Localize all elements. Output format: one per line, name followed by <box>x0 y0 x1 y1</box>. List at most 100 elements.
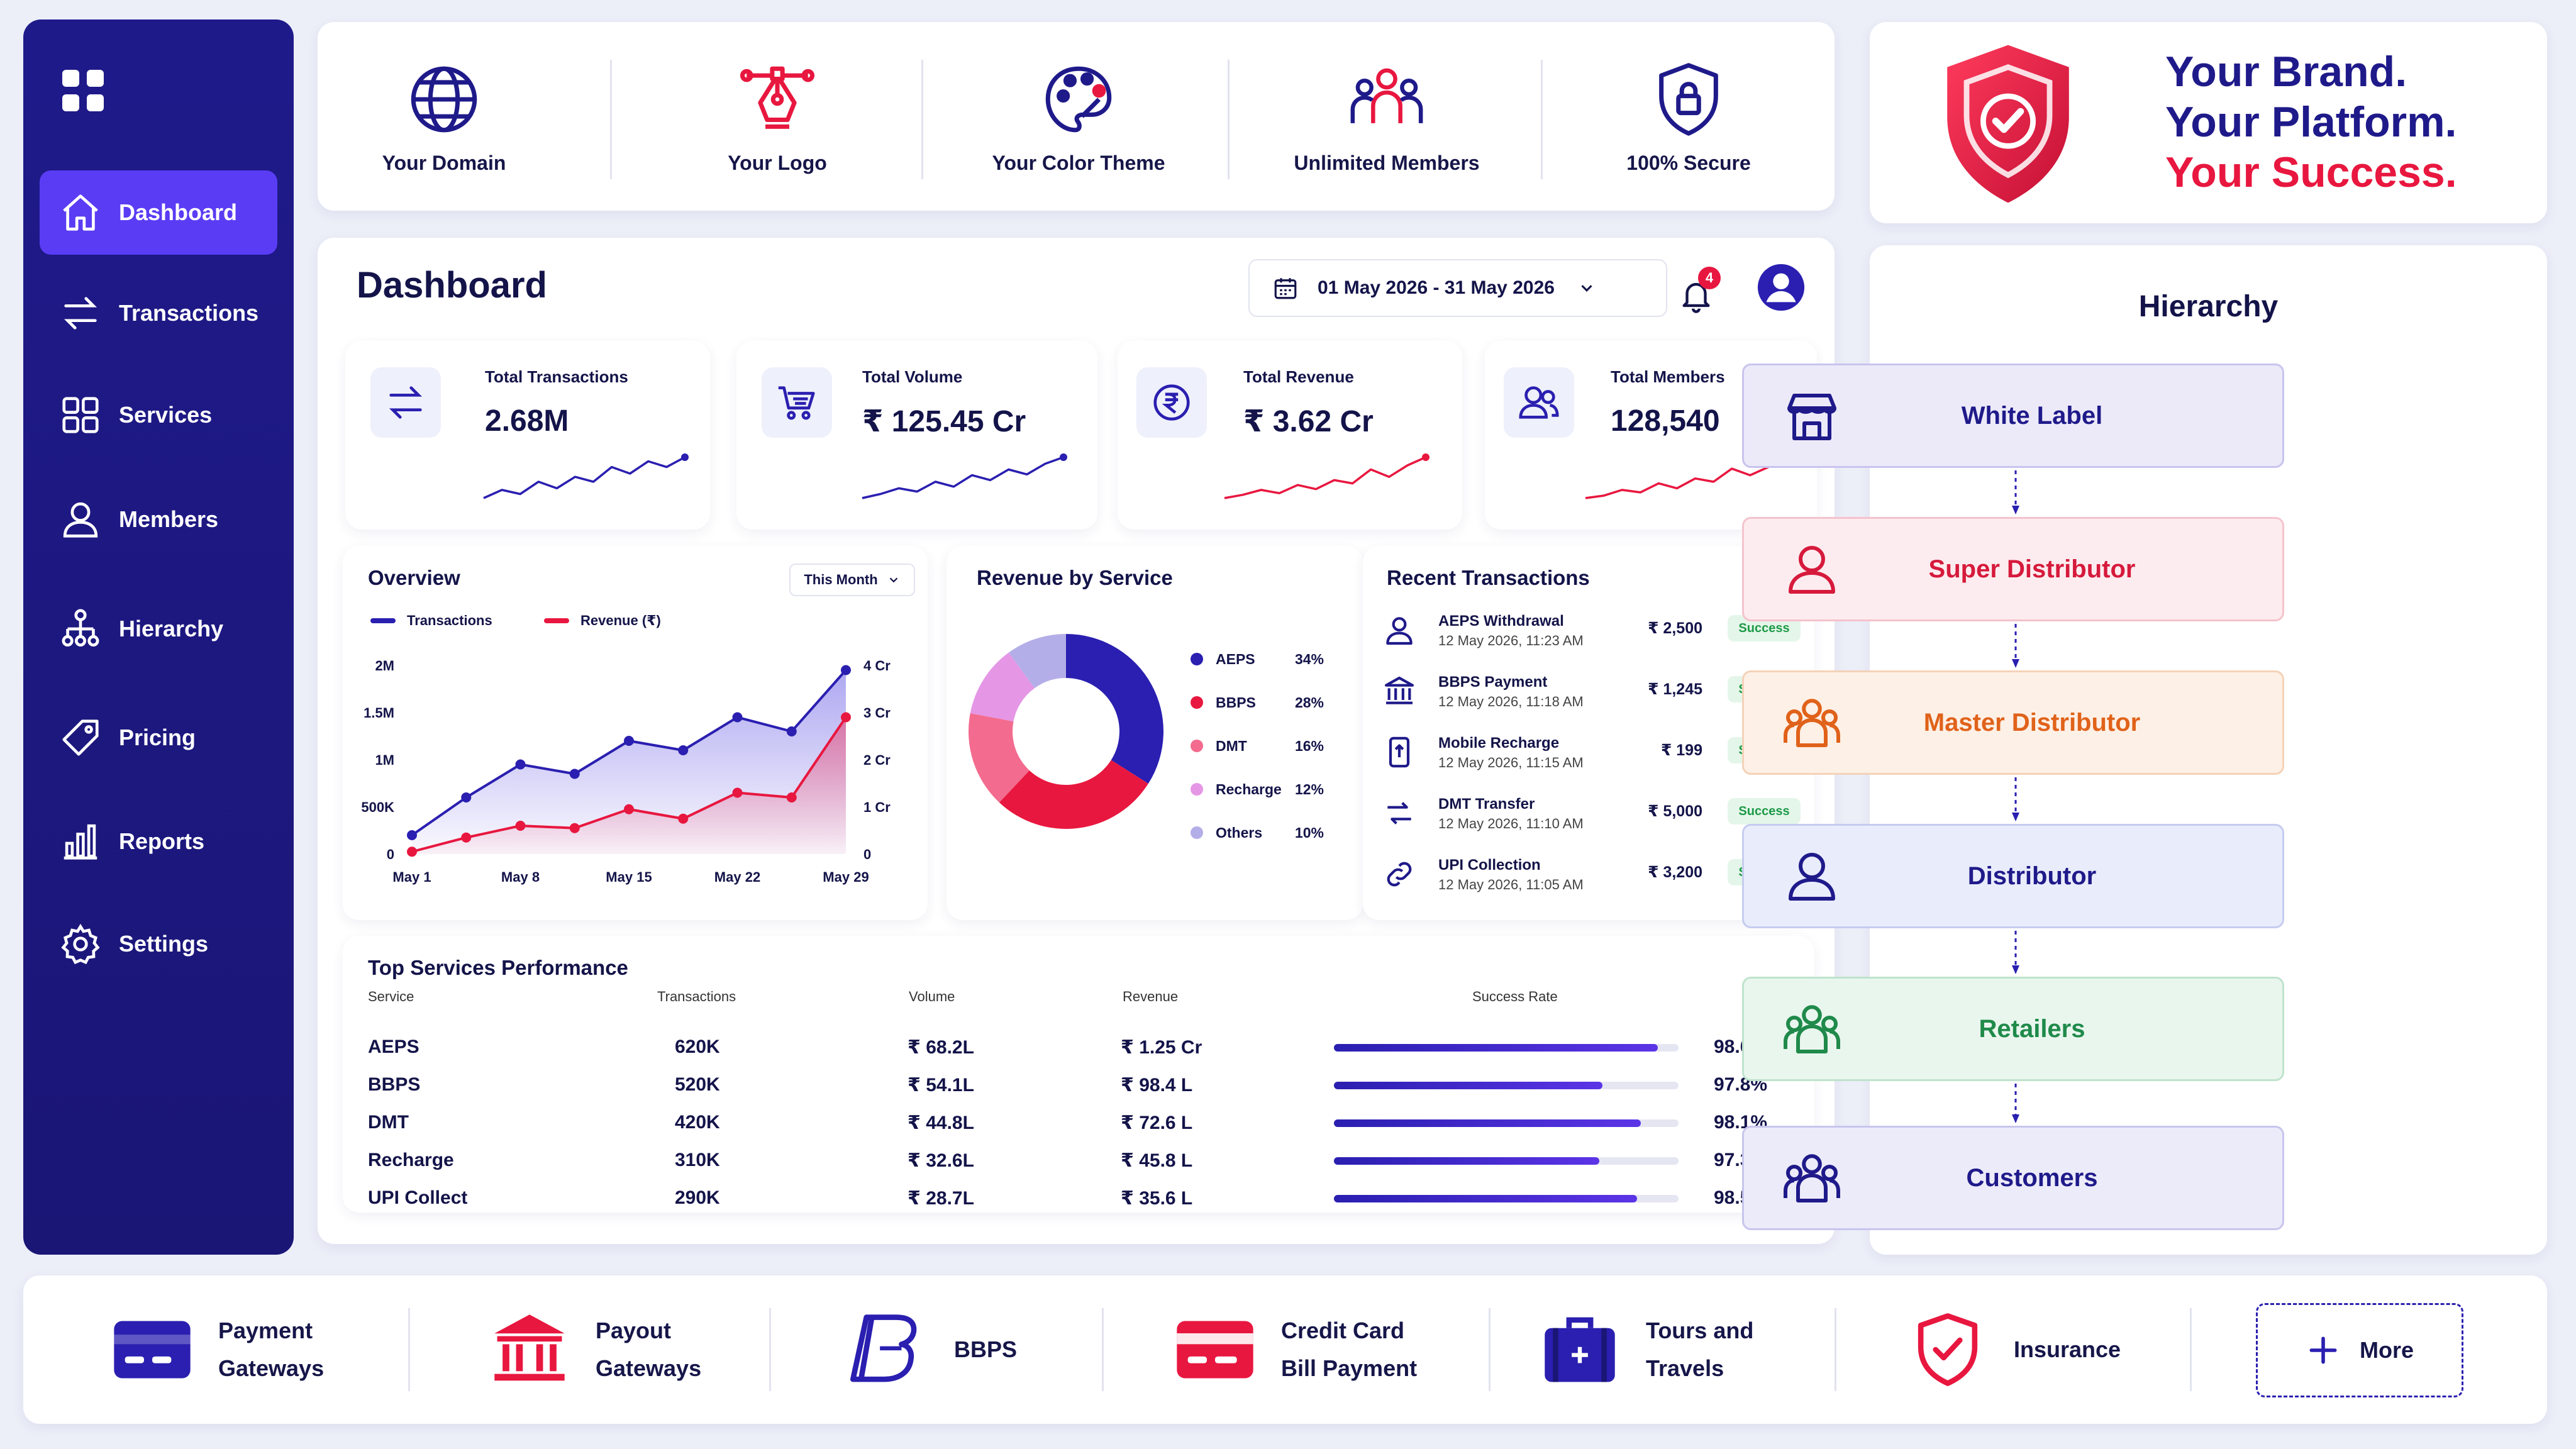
data-point[interactable] <box>515 759 526 770</box>
sparkline <box>1224 453 1430 499</box>
sidebar-item-members[interactable]: Members <box>40 477 277 562</box>
avatar[interactable] <box>1757 263 1806 312</box>
transfer-icon <box>1387 802 1411 824</box>
kpi-icon-box <box>1136 367 1207 438</box>
hierarchy-level-distributor[interactable]: Distributor <box>1742 824 2284 928</box>
kpi-label: Total Transactions <box>485 367 628 386</box>
table-row[interactable]: Recharge 310K ₹ 32.6L ₹ 45.8 L 97.3% <box>343 1143 1789 1181</box>
legend-transactions: Transactions <box>370 613 492 629</box>
data-point[interactable] <box>678 813 689 824</box>
data-point[interactable] <box>841 712 851 723</box>
sidebar-item-services[interactable]: Services <box>40 373 277 457</box>
sidebar-item-pricing[interactable]: Pricing <box>40 696 277 780</box>
data-point[interactable] <box>569 769 580 779</box>
data-point[interactable] <box>569 823 580 833</box>
data-point[interactable] <box>732 712 743 723</box>
more-services-button[interactable]: More <box>2256 1303 2463 1397</box>
service-tours-and-travels[interactable]: Tours and Travels <box>1539 1275 1753 1424</box>
sidebar-item-settings[interactable]: Settings <box>40 902 277 986</box>
service-bbps[interactable]: BBPS <box>847 1275 1017 1424</box>
hierarchy-level-retailers[interactable]: Retailers <box>1742 977 2284 1081</box>
service-label: Payout Gateways <box>596 1318 702 1381</box>
data-point[interactable] <box>732 787 743 798</box>
data-point[interactable] <box>515 821 526 831</box>
service-payment-gateways[interactable]: Payment Gateways <box>111 1275 324 1424</box>
transaction-amount: ₹ 5,000 <box>1648 802 1702 820</box>
legend-label: Recharge <box>1216 781 1282 797</box>
transaction-name: BBPS Payment <box>1438 674 1548 691</box>
hierarchy-level-customers[interactable]: Customers <box>1742 1126 2284 1230</box>
feature-bar: Your Domain Your Logo Your Color Theme U… <box>318 22 1835 211</box>
success-rate-bar <box>1334 1119 1679 1127</box>
shield-check-icon <box>1918 1313 1978 1386</box>
sparkline-path <box>1585 456 1787 499</box>
donut-slice-recharge[interactable] <box>970 652 1035 722</box>
sidebar-item-label: Transactions <box>119 300 259 326</box>
sidebar-item-transactions[interactable]: Transactions <box>40 271 277 355</box>
hierarchy-level-master-distributor[interactable]: Master Distributor <box>1742 670 2284 775</box>
data-point[interactable] <box>624 804 634 814</box>
y-tick-left: 1.5M <box>364 705 394 721</box>
kpi-label: Total Revenue <box>1243 367 1354 386</box>
sidebar-item-dashboard[interactable]: Dashboard <box>40 170 277 255</box>
divider <box>2190 1308 2192 1391</box>
date-range-picker[interactable]: 01 May 2026 - 31 May 2026 <box>1248 259 1667 317</box>
legend-swatch <box>1191 653 1203 665</box>
hierarchy-level-label: Retailers <box>1979 1014 2085 1043</box>
kpi-total-volume[interactable]: Total Volume ₹ 125.45 Cr <box>736 341 1097 530</box>
data-point[interactable] <box>786 792 797 802</box>
success-rate-bar-fill <box>1334 1044 1658 1052</box>
divider <box>1835 1308 1836 1391</box>
cart-icon <box>778 386 815 420</box>
storefront-icon <box>1787 394 1836 440</box>
revenue-by-service-card: Revenue by Service AEPS 34% BBPS 28% DMT 16% R… <box>947 546 1363 920</box>
table-row[interactable]: BBPS 520K ₹ 54.1L ₹ 98.4 L 97.8% <box>343 1068 1789 1106</box>
sidebar-item-reports[interactable]: Reports <box>40 799 277 884</box>
data-point[interactable] <box>786 726 797 736</box>
sidebar-item-hierarchy[interactable]: Hierarchy <box>40 587 277 671</box>
overview-title: Overview <box>368 566 460 589</box>
cell-volume: ₹ 28.7L <box>908 1188 974 1209</box>
hierarchy-level-super-distributor[interactable]: Super Distributor <box>1742 517 2284 621</box>
notification-button[interactable]: 4 <box>1673 267 1721 317</box>
transaction-row[interactable]: AEPS Withdrawal 12 May 2026, 11:23 AM ₹ 2,… <box>1382 601 1822 662</box>
tag-icon <box>62 719 99 756</box>
data-point[interactable] <box>407 847 417 857</box>
donut-slice-aeps[interactable] <box>1066 634 1163 784</box>
top-services-card: Top Services Performance Service Transac… <box>343 936 1814 1213</box>
donut-slice-others[interactable] <box>1008 634 1066 689</box>
transaction-row[interactable]: DMT Transfer 12 May 2026, 11:10 AM ₹ 5,000… <box>1382 784 1822 845</box>
x-tick: May 8 <box>501 869 540 885</box>
kpi-row: Total Transactions 2.68M Total Volume ₹ … <box>343 341 1817 530</box>
services-bottom-bar: Payment Gateways Payout Gateways BBPS Cred… <box>23 1275 2547 1424</box>
data-point[interactable] <box>407 830 417 840</box>
kpi-total-revenue[interactable]: Total Revenue ₹ 3.62 Cr <box>1118 341 1462 530</box>
data-point[interactable] <box>624 736 634 746</box>
overview-filter-dropdown[interactable]: This Month <box>789 564 915 596</box>
hierarchy-level-white-label[interactable]: White Label <box>1742 364 2284 468</box>
col-header-revenue: Revenue <box>1123 989 1179 1004</box>
donut-slice-dmt[interactable] <box>969 713 1030 802</box>
data-point[interactable] <box>461 792 472 802</box>
kpi-icon-box <box>1504 367 1574 438</box>
data-point[interactable] <box>841 665 851 675</box>
app-grid-icon[interactable] <box>62 70 104 111</box>
legend-value: 10% <box>1295 824 1324 841</box>
table-row[interactable]: UPI Collect 290K ₹ 28.7L ₹ 35.6 L 98.5% <box>343 1181 1789 1219</box>
sparkline-end-dot <box>681 453 689 461</box>
donut-slice-bbps[interactable] <box>999 760 1148 829</box>
service-insurance[interactable]: Insurance <box>1907 1275 2121 1424</box>
hierarchy-level-label: Master Distributor <box>1923 708 2141 736</box>
feature-your-logo: Your Logo <box>689 22 866 211</box>
success-rate-bar-fill <box>1334 1195 1638 1202</box>
feature-100-secure: 100% Secure <box>1594 22 1783 211</box>
group-icon <box>1784 1005 1840 1053</box>
cell-revenue: ₹ 1.25 Cr <box>1121 1037 1202 1058</box>
table-row[interactable]: DMT 420K ₹ 44.8L ₹ 72.6 L 98.1% <box>343 1106 1789 1143</box>
data-point[interactable] <box>461 832 472 843</box>
table-row[interactable]: AEPS 620K ₹ 68.2L ₹ 1.25 Cr 98.6% <box>343 1030 1789 1068</box>
service-credit-card-bill-payment[interactable]: Credit Card Bill Payment <box>1174 1275 1417 1424</box>
kpi-total-transactions[interactable]: Total Transactions 2.68M <box>345 341 710 530</box>
data-point[interactable] <box>678 745 689 755</box>
service-payout-gateways[interactable]: Payout Gateways <box>489 1275 701 1424</box>
